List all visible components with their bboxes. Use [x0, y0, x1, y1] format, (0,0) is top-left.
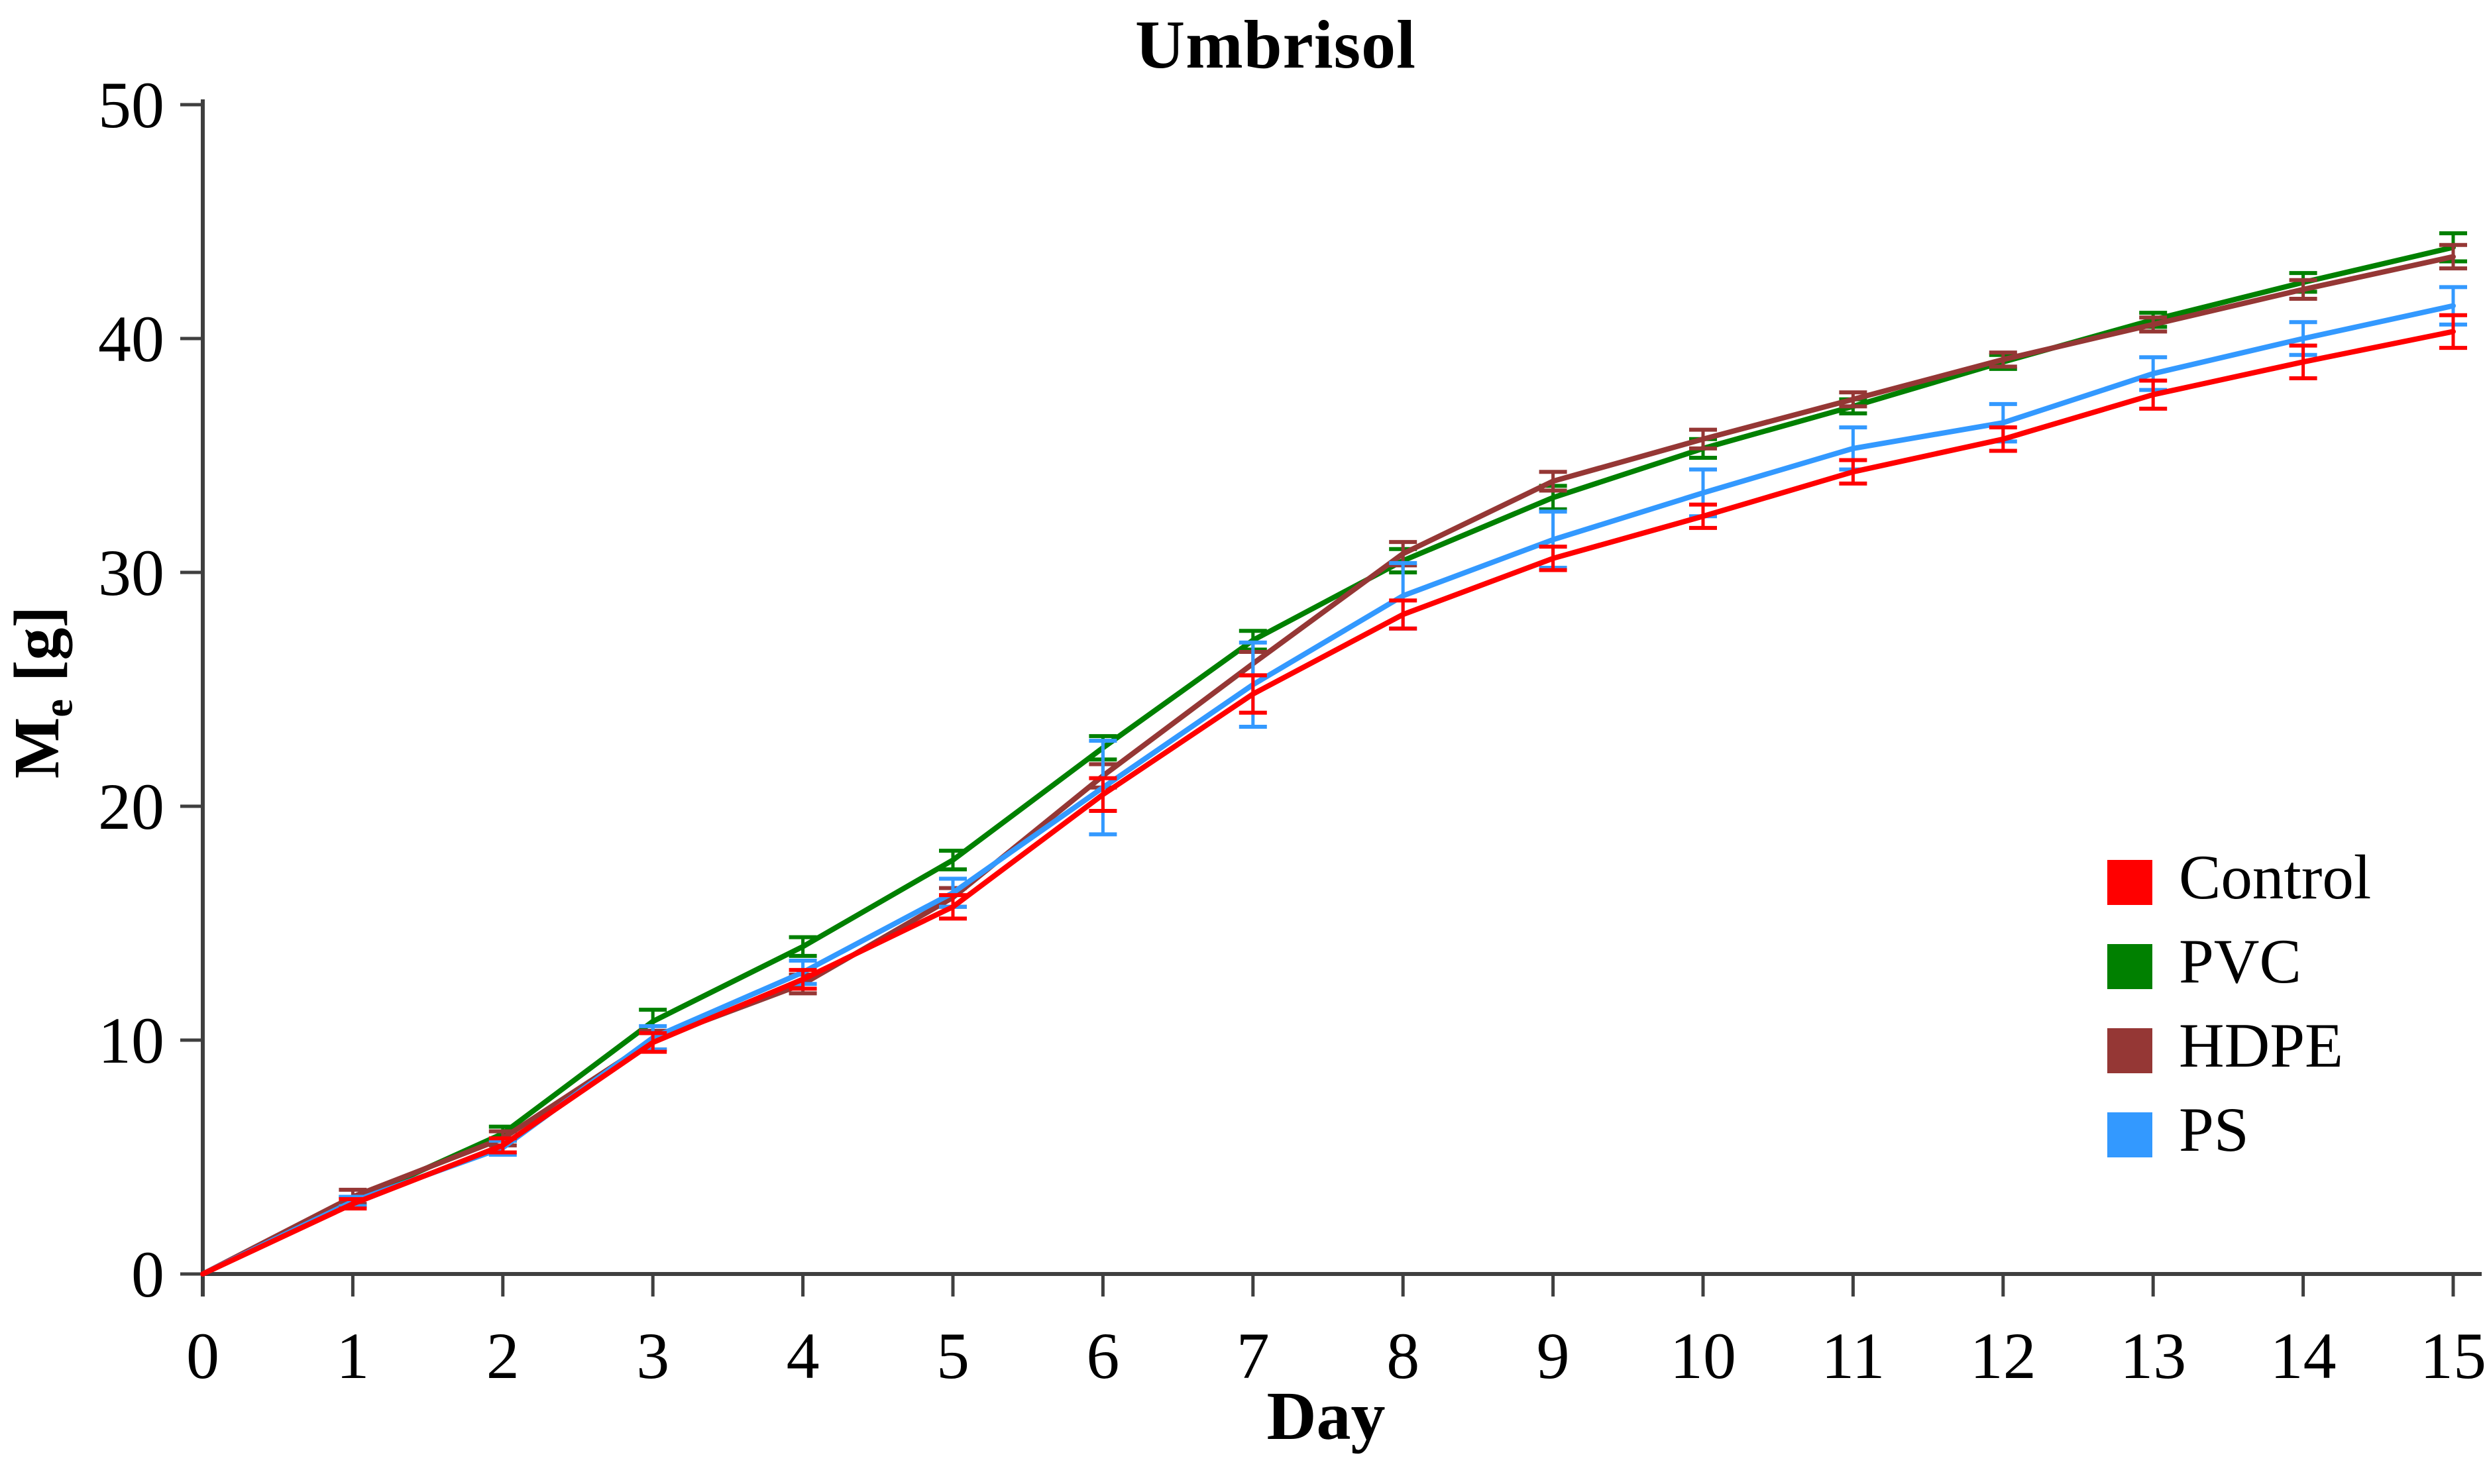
x-axis-title: Day	[1266, 1378, 1386, 1454]
x-tick-label: 15	[2420, 1319, 2485, 1393]
series-line-control	[200, 329, 2456, 1277]
series-line-hdpe	[200, 254, 2456, 1277]
legend-label-ps: PS	[2179, 1094, 2249, 1165]
y-tick-label: 40	[98, 302, 164, 376]
x-tick-label: 13	[2120, 1319, 2186, 1393]
x-tick-label: 8	[1386, 1319, 1419, 1393]
x-tick-label: 3	[636, 1319, 669, 1393]
x-tick-label: 1	[336, 1319, 369, 1393]
x-tick-label: 4	[787, 1319, 820, 1393]
legend-swatch-pvc	[2107, 944, 2152, 989]
y-tick-label: 50	[98, 68, 164, 142]
x-tick-label: 7	[1237, 1319, 1270, 1393]
legend-label-pvc: PVC	[2179, 926, 2301, 996]
legend-label-control: Control	[2179, 842, 2371, 912]
x-tick-label: 0	[186, 1319, 219, 1393]
x-tick-label: 2	[486, 1319, 520, 1393]
y-tick-label: 20	[98, 770, 164, 843]
legend-label-hdpe: HDPE	[2179, 1010, 2343, 1081]
legend-swatch-ps	[2107, 1112, 2152, 1157]
legend-swatch-control	[2107, 860, 2152, 905]
x-tick-label: 12	[1970, 1319, 2036, 1393]
x-tick-label: 14	[2270, 1319, 2337, 1393]
y-tick-label: 30	[98, 536, 164, 610]
x-tick-label: 9	[1537, 1319, 1570, 1393]
x-tick-label: 5	[936, 1319, 969, 1393]
y-tick-label: 0	[131, 1238, 164, 1311]
x-tick-label: 11	[1821, 1319, 1885, 1393]
chart-title: Umbrisol	[1135, 7, 1416, 83]
x-tick-label: 10	[1670, 1319, 1736, 1393]
x-tick-label: 6	[1086, 1319, 1119, 1393]
legend-swatch-hdpe	[2107, 1028, 2152, 1073]
y-tick-label: 10	[98, 1004, 164, 1077]
